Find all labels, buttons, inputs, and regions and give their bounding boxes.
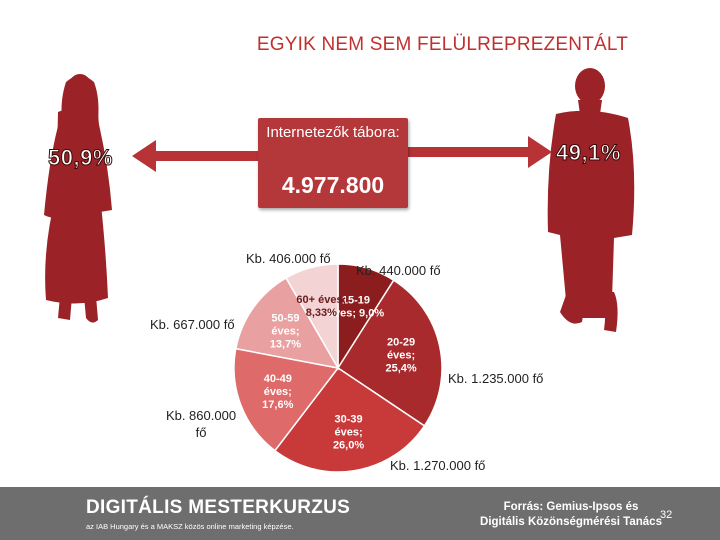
pie-slice-20-29 — [336, 279, 443, 427]
page-title: EGYIK NEM SEM FELÜLREPREZENTÁLT — [256, 34, 629, 55]
pie-slice-50-59 — [234, 276, 340, 370]
right-arrow-icon — [408, 136, 552, 168]
pie-label-20-29: 20-29 éves; 25,4% — [385, 337, 416, 375]
pie-label-15-19: 15-19 éves; 9,0% — [328, 295, 384, 320]
left-arrow-icon — [132, 140, 258, 172]
source-note: Forrás: Gemius-Ipsos és Digitális Közöns… — [480, 501, 662, 528]
pie-label-50-59: 50-59 éves; 13,7% — [270, 313, 301, 351]
male-percentage: 49,1% — [556, 140, 621, 166]
pie-slice-60plus — [285, 263, 339, 371]
brand-logo-text: DIGITÁLIS MESTERKURZUS — [86, 497, 351, 518]
internet-users-box — [258, 118, 408, 208]
internet-users-value: 4.977.800 — [281, 172, 385, 198]
footer-bar — [0, 487, 720, 540]
pie-slice-30-39 — [273, 366, 426, 473]
pie-label-30-39: 30-39 éves; 26,0% — [333, 414, 364, 452]
pie-label-60plus: 60+ éves; 8,33% — [296, 294, 346, 319]
callout-60plus: Kb. 406.000 fő — [246, 251, 331, 266]
internet-users-label: Internetezők tábora: — [266, 124, 400, 141]
male-silhouette-icon — [547, 68, 635, 332]
callout-50-59: Kb. 667.000 fő — [150, 317, 235, 332]
callout-20-29: Kb. 1.235.000 fő — [448, 371, 544, 386]
callout-15-19: Kb. 440.000 fő — [356, 263, 441, 278]
callout-30-39: Kb. 1.270.000 fő — [390, 458, 486, 473]
pie-chart — [233, 263, 443, 473]
female-silhouette-icon — [44, 74, 112, 323]
pie-slice-40-49 — [233, 347, 340, 452]
callout-40-49: Kb. 860.000 fő — [165, 408, 237, 440]
female-percentage: 50,9% — [48, 145, 113, 171]
pie-label-40-49: 40-49 éves; 17,6% — [262, 373, 293, 411]
page-number: 32 — [660, 509, 673, 521]
brand-tagline: az IAB Hungary és a MAKSZ közös online m… — [86, 522, 294, 531]
